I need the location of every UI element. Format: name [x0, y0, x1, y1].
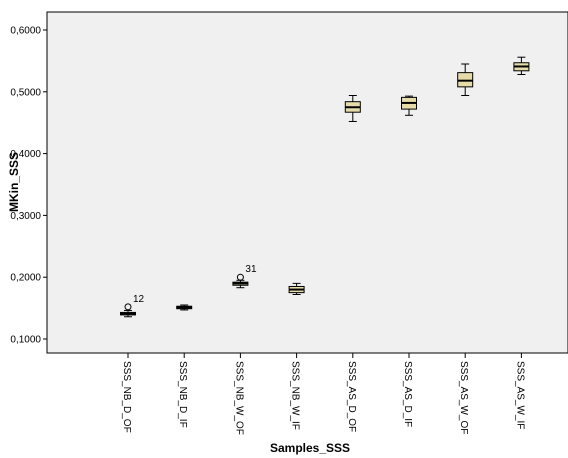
box — [513, 56, 530, 75]
box — [401, 95, 417, 116]
y-axis: 0,1000 0,2000 0,3000 0,4000 0,5000 0,6000 — [10, 26, 47, 346]
y-tick-label: 0,6000 — [10, 26, 41, 37]
x-tick-label: SSS_NB_W_OF — [233, 361, 244, 435]
outlier-label: 31 — [245, 264, 257, 275]
outlier-point — [124, 303, 132, 311]
x-axis: SSS_NB_D_OF SSS_NB_D_IF SSS_NB_W_OF SSS_NB_… — [121, 353, 525, 435]
x-tick-label: SSS_NB_D_IF — [177, 361, 188, 428]
x-tick-label: SSS_NB_D_OF — [121, 361, 132, 433]
box — [176, 304, 193, 311]
x-tick-label: SSS_AS_W_OF — [458, 361, 469, 434]
box — [344, 95, 361, 122]
outlier-label: 12 — [133, 294, 145, 305]
box — [232, 279, 249, 289]
plot-area — [46, 11, 568, 354]
box — [120, 310, 136, 318]
x-tick-label: SSS_AS_W_IF — [514, 361, 525, 429]
x-tick-label: SSS_AS_D_OF — [346, 361, 357, 432]
y-tick-label: 0,4000 — [10, 149, 41, 160]
outliers: 12 31 — [124, 264, 257, 311]
boxes — [120, 56, 530, 318]
y-tick-label: 0,3000 — [10, 211, 41, 222]
y-tick-label: 0,5000 — [10, 87, 41, 98]
outlier-point — [236, 273, 244, 281]
y-tick-label: 0,2000 — [10, 273, 41, 284]
y-tick-label: 0,1000 — [10, 335, 41, 346]
y-axis-title: MKin_SSS — [7, 152, 21, 212]
x-tick-label: SSS_NB_W_IF — [290, 361, 301, 430]
box — [288, 282, 305, 296]
x-axis-title: Samples_SSS — [270, 441, 350, 455]
box — [457, 63, 474, 97]
x-tick-label: SSS_AS_D_IF — [402, 361, 413, 427]
